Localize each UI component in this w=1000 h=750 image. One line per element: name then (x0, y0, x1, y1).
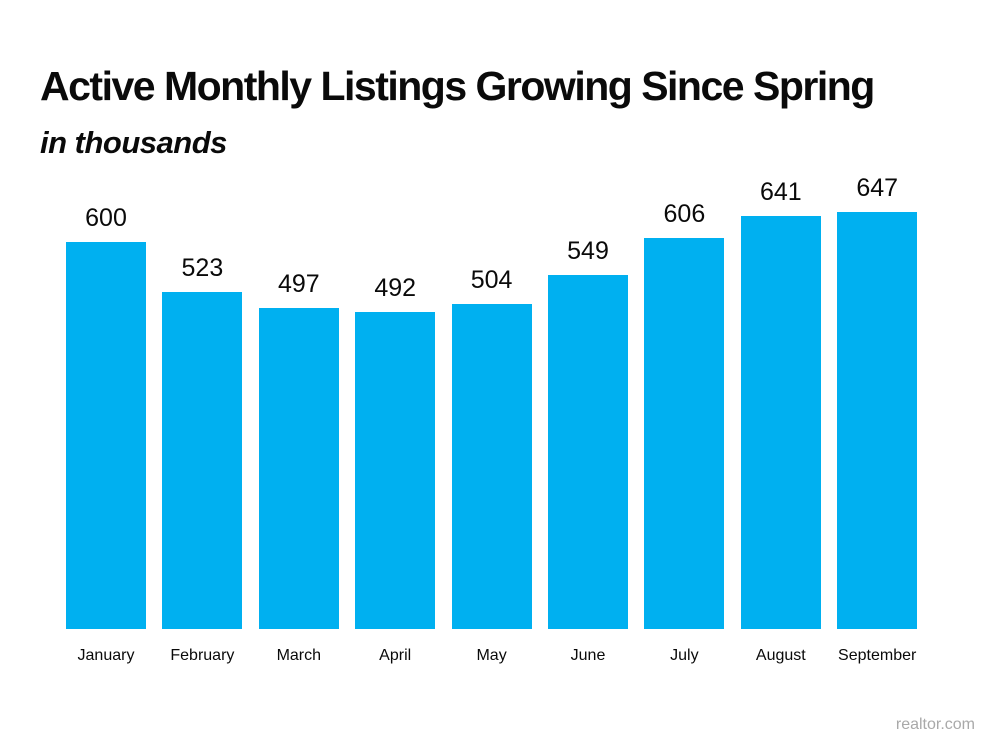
bar-column-february: 523 (154, 256, 250, 629)
x-axis-label: February (170, 647, 235, 664)
bar (837, 212, 918, 629)
bar (258, 308, 339, 629)
x-axis-label: July (670, 647, 699, 664)
chart-title: Active Monthly Listings Growing Since Sp… (40, 63, 875, 109)
bar (162, 292, 243, 629)
chart-subtitle: in thousands (40, 125, 227, 160)
bar-column-july: 606 (636, 202, 732, 629)
bar-column-april: 492 (347, 276, 443, 629)
bar-column-august: 641 (733, 180, 829, 629)
bar (451, 304, 532, 629)
x-axis-label: May (476, 647, 507, 664)
bar-value-label: 492 (374, 274, 417, 302)
bar-value-label: 641 (759, 178, 802, 206)
watermark-realtor: realtor.com (895, 716, 975, 733)
bar-value-label: 504 (470, 266, 513, 294)
x-axis-label: April (379, 647, 412, 664)
bar (740, 216, 821, 629)
bar-column-may: 504 (444, 268, 540, 629)
bar-column-june: 549 (540, 239, 636, 629)
x-axis-label: January (77, 647, 135, 664)
bar-value-label: 600 (85, 204, 127, 232)
bar-column-september: 647 (829, 176, 925, 629)
bar (355, 312, 436, 629)
x-axis-label: August (755, 647, 806, 664)
bar-column-january: 600 (58, 206, 154, 629)
bar (644, 238, 725, 629)
x-axis-label: September (838, 647, 917, 664)
x-axis-label: June (570, 647, 606, 664)
bar-value-label: 523 (181, 254, 224, 282)
x-axis-label: March (276, 647, 322, 664)
bar-value-label: 606 (663, 200, 706, 228)
bar-column-march: 497 (251, 272, 347, 629)
bar (66, 242, 146, 629)
bar-value-label: 497 (277, 270, 320, 298)
bar-value-label: 647 (856, 174, 899, 202)
bar-value-label: 549 (567, 237, 609, 265)
bar (548, 275, 628, 629)
